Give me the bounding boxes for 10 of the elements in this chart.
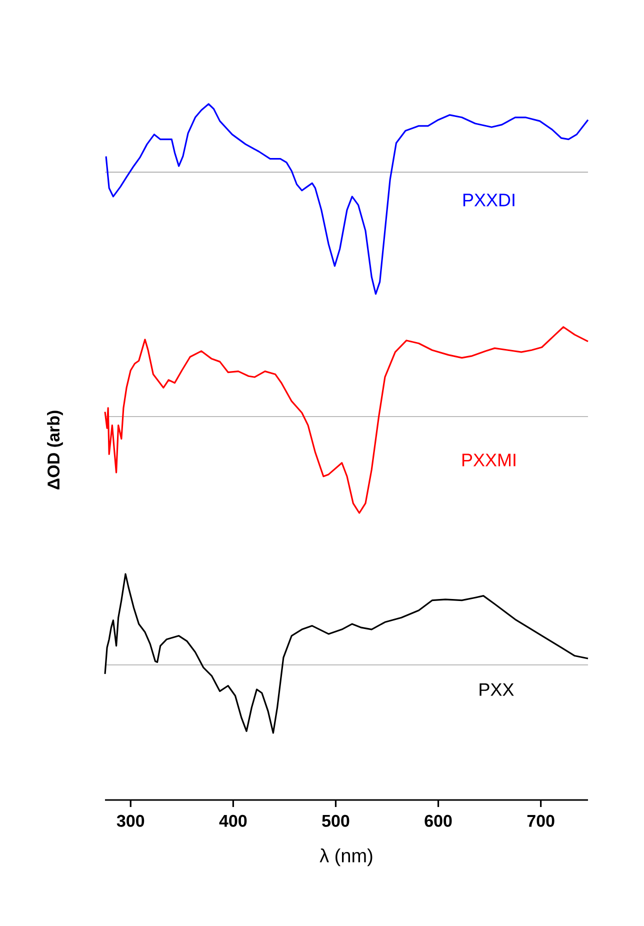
text: PXX [480,683,514,696]
x-tick-label: 400 [219,814,247,827]
x-tick-label: 300 [116,814,144,827]
text: PXXMI [462,454,516,466]
y-axis-title: ΔOD (arb) [47,410,63,490]
x-tick-label: 700 [527,814,554,827]
x-tick-label: 600 [424,814,452,827]
x-tick-label: 500 [322,814,350,827]
text: PXXDI [463,194,514,206]
x-axis-title: λ (nm) [320,848,372,866]
